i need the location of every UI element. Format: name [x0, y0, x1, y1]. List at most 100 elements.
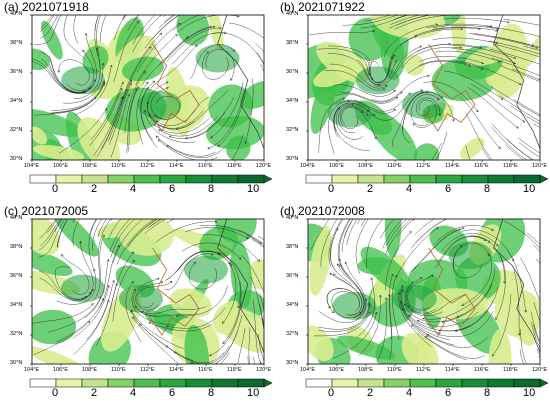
colorbar-tick-label: 8: [484, 183, 491, 195]
colorbar-tick-label: 10: [523, 183, 536, 195]
streamline: [492, 293, 512, 357]
streamline: [391, 275, 400, 341]
streamline-arrow: [218, 252, 222, 256]
streamline: [536, 349, 540, 356]
streamline-arrow: [210, 135, 213, 139]
streamline: [134, 305, 198, 317]
streamline: [125, 219, 159, 250]
streamline: [136, 22, 181, 73]
streamline-arrow: [88, 87, 91, 91]
colorbar-tick-label: 4: [406, 387, 413, 399]
colorbar-swatch: [383, 378, 411, 388]
streamline: [72, 219, 75, 223]
streamline: [489, 40, 540, 55]
lon-tick-label: 116°E: [474, 163, 489, 169]
streamline: [259, 303, 264, 327]
streamline: [401, 289, 441, 334]
lat-tick-label: 36°N: [10, 273, 23, 279]
streamline-arrow: [109, 64, 113, 68]
streamline-arrow: [143, 70, 146, 74]
streamline: [84, 33, 97, 93]
streamline: [337, 263, 365, 318]
streamline: [136, 281, 173, 308]
streamline: [369, 56, 393, 83]
streamline-arrow: [131, 280, 134, 284]
streamline: [147, 219, 162, 229]
shading-blob: [313, 61, 362, 88]
streamline: [410, 94, 440, 127]
streamline: [51, 81, 105, 113]
streamline-arrow: [364, 297, 368, 301]
streamline: [415, 97, 441, 116]
shading-core: [119, 284, 164, 313]
streamline: [309, 30, 375, 36]
streamline-arrow: [342, 97, 346, 101]
streamline-arrow: [212, 25, 216, 29]
colorbar-swatch: [305, 378, 333, 388]
streamline-arrow: [367, 311, 371, 314]
streamline-arrow: [165, 345, 169, 349]
streamline: [340, 91, 403, 103]
shading-blob: [208, 15, 224, 51]
colorbar-swatch: [133, 174, 161, 184]
streamline: [260, 64, 264, 73]
streamline: [107, 79, 132, 142]
streamline: [452, 245, 483, 279]
streamline: [135, 281, 164, 311]
streamline-arrow: [222, 341, 226, 345]
streamline: [342, 15, 399, 26]
streamline: [38, 219, 66, 258]
lon-tick-label: 110°E: [111, 163, 126, 169]
streamline-arrow: [61, 253, 64, 257]
streamline: [84, 259, 109, 319]
streamline: [465, 145, 471, 160]
streamline: [414, 219, 435, 235]
streamline: [434, 236, 487, 269]
streamline-arrow: [379, 294, 382, 298]
streamline: [166, 250, 222, 281]
streamline-arrow: [146, 86, 149, 90]
shading-blob: [176, 15, 210, 46]
colorbar-swatch: [357, 378, 385, 388]
lon-tick-label: 116°E: [198, 367, 213, 373]
streamline: [207, 96, 244, 150]
streamline-arrow: [152, 80, 156, 84]
colorbar-swatch: [211, 378, 239, 388]
streamline-arrow: [177, 22, 181, 26]
streamline: [144, 219, 167, 234]
streamline: [397, 219, 415, 237]
streamline-arrow: [416, 319, 420, 323]
streamline: [173, 345, 230, 364]
streamline-arrow: [495, 41, 499, 45]
streamline-arrow: [459, 245, 463, 248]
streamline-arrow: [513, 61, 517, 65]
streamline: [112, 219, 144, 264]
streamline-arrow: [145, 81, 149, 85]
streamline-arrow: [166, 86, 170, 90]
colorbar-swatch: [409, 174, 437, 184]
streamline: [113, 20, 139, 82]
streamline: [466, 114, 493, 160]
colorbar-swatch: [487, 378, 515, 388]
streamline: [335, 93, 398, 104]
shading-blob: [309, 225, 332, 296]
streamline-arrow: [524, 309, 527, 313]
streamline: [73, 15, 79, 44]
streamline-arrow: [395, 96, 399, 100]
streamline: [491, 57, 540, 76]
streamline: [317, 48, 370, 76]
lat-tick-label: 36°N: [10, 69, 23, 75]
map-d: [306, 218, 541, 366]
streamline: [181, 242, 242, 260]
colorbar-bar: [305, 378, 548, 388]
streamline: [185, 97, 235, 139]
streamline-arrow: [106, 299, 110, 303]
streamline: [461, 252, 493, 306]
province-boundary: [147, 247, 200, 336]
streamline: [333, 312, 377, 359]
shading-blob: [77, 117, 121, 160]
lat-tick-label: 34°N: [286, 302, 299, 308]
streamline-arrow: [237, 305, 241, 309]
streamline: [386, 219, 408, 246]
streamline-arrow: [393, 109, 397, 112]
